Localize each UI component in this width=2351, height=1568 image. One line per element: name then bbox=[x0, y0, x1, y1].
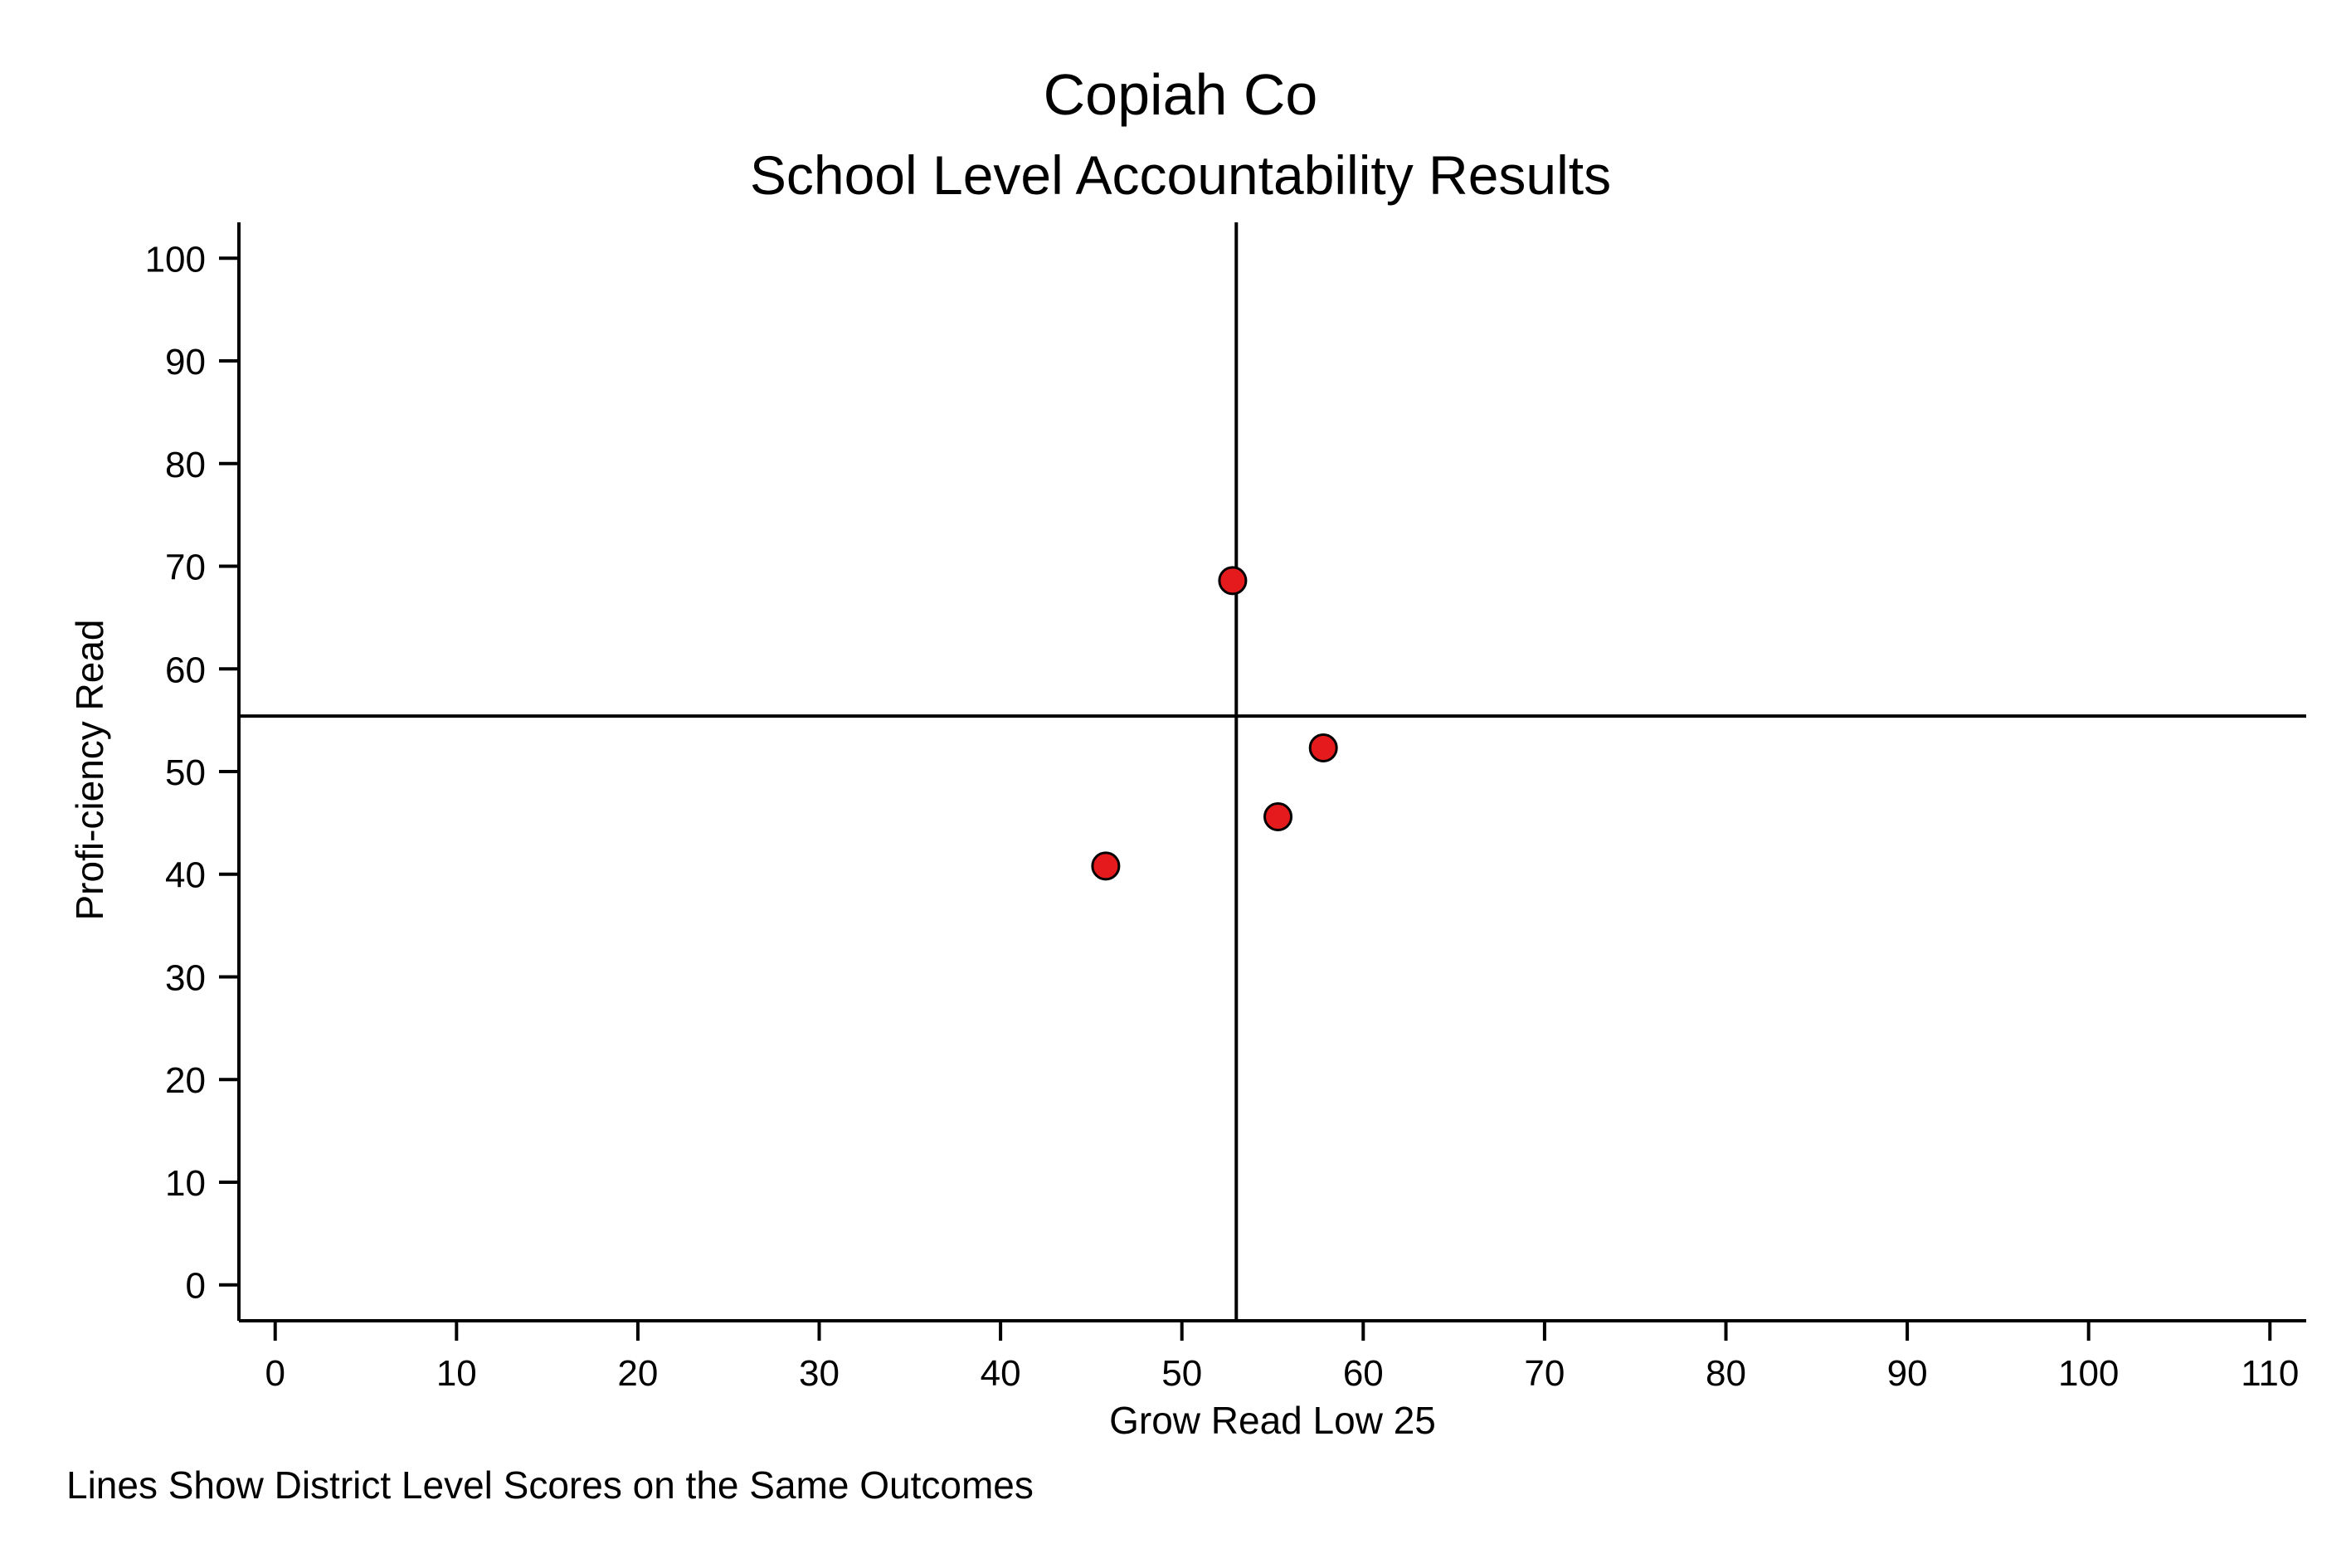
y-tick-label: 20 bbox=[165, 1060, 206, 1101]
chart-subtitle: School Level Accountability Results bbox=[750, 144, 1611, 206]
x-axis-label: Grow Read Low 25 bbox=[1109, 1399, 1436, 1442]
x-tick-label: 20 bbox=[617, 1353, 658, 1394]
y-tick-label: 0 bbox=[186, 1266, 206, 1307]
x-tick-label: 70 bbox=[1524, 1353, 1565, 1394]
y-tick-label: 50 bbox=[165, 752, 206, 793]
y-tick-label: 80 bbox=[165, 445, 206, 485]
x-tick-label: 60 bbox=[1343, 1353, 1384, 1394]
y-tick-label: 60 bbox=[165, 650, 206, 690]
y-tick-label: 90 bbox=[165, 342, 206, 382]
data-point bbox=[1091, 851, 1121, 881]
x-tick-label: 50 bbox=[1161, 1353, 1202, 1394]
reference-lines bbox=[239, 222, 2306, 1321]
y-tick-label: 10 bbox=[165, 1163, 206, 1204]
data-point bbox=[1218, 566, 1248, 596]
chart-note: Lines Show District Level Scores on the … bbox=[66, 1463, 1034, 1507]
x-tick-label: 30 bbox=[799, 1353, 840, 1394]
x-tick-label: 100 bbox=[2058, 1353, 2119, 1394]
x-tick-label: 0 bbox=[265, 1353, 285, 1394]
x-tick-label: 80 bbox=[1706, 1353, 1746, 1394]
y-tick-label: 100 bbox=[145, 239, 206, 280]
y-tick-label: 40 bbox=[165, 855, 206, 896]
y-tick-label: 30 bbox=[165, 957, 206, 998]
x-tick-label: 10 bbox=[436, 1353, 477, 1394]
data-point bbox=[1263, 801, 1293, 831]
data-points bbox=[1091, 566, 1338, 881]
chart-title: Copiah Co bbox=[1044, 62, 1318, 127]
x-tick-label: 40 bbox=[981, 1353, 1021, 1394]
y-tick-label: 70 bbox=[165, 548, 206, 588]
x-tick-label: 110 bbox=[2241, 1353, 2299, 1394]
axes: 0 10 20 30 40 50 60 70 80 90 100 0 10 20 30 40 50 60 70 80 9… bbox=[145, 222, 2306, 1394]
y-axis-label: Profi-ciency Read bbox=[68, 619, 111, 920]
data-point bbox=[1308, 733, 1338, 763]
x-tick-label: 90 bbox=[1887, 1353, 1928, 1394]
